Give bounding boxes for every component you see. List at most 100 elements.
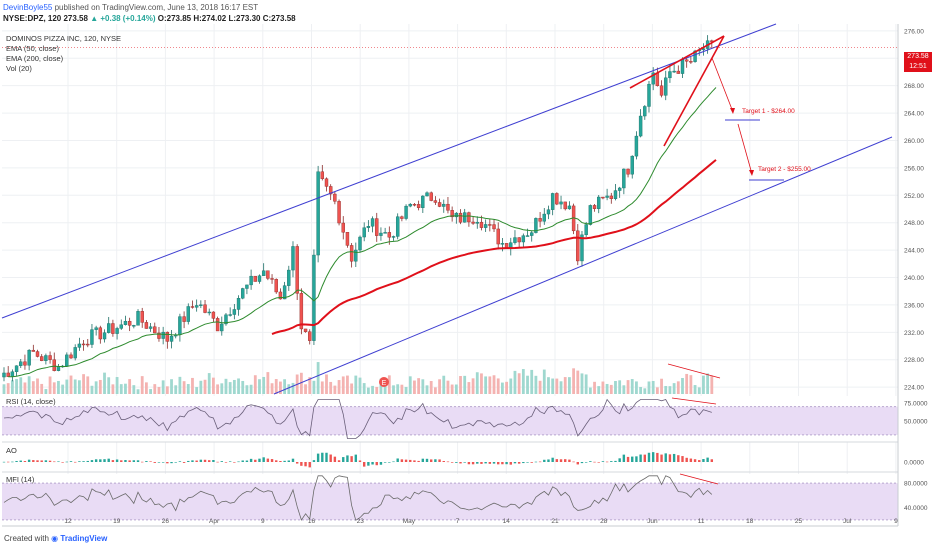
rsi-tick-label: 75.0000 bbox=[904, 401, 928, 408]
volume-bar bbox=[266, 372, 270, 394]
volume-bar bbox=[601, 381, 605, 394]
candle-body bbox=[56, 366, 61, 371]
volume-bar bbox=[161, 380, 165, 394]
time-tick-label: 9 bbox=[894, 518, 898, 525]
wedge-upper-line bbox=[629, 35, 725, 89]
ao-bar bbox=[2, 461, 6, 463]
volume-bar bbox=[270, 383, 274, 394]
ao-bar bbox=[321, 452, 324, 462]
candle-body bbox=[203, 304, 207, 313]
candle-body bbox=[500, 243, 505, 245]
volume-bar bbox=[467, 382, 471, 394]
ao-bar bbox=[601, 461, 605, 462]
volume-bar bbox=[44, 389, 48, 394]
earnings-marker-letter: E bbox=[382, 380, 387, 387]
mfi-pane bbox=[2, 473, 898, 527]
candle-body bbox=[270, 278, 274, 280]
candle-body bbox=[35, 351, 40, 357]
candle-body bbox=[534, 218, 538, 233]
ao-bar bbox=[383, 462, 387, 463]
ao-bar bbox=[639, 454, 642, 462]
volume-bar bbox=[94, 381, 98, 394]
ao-bar bbox=[74, 461, 77, 463]
candle-body bbox=[676, 70, 681, 74]
earnings-marker[interactable]: E bbox=[379, 377, 389, 387]
candle-body bbox=[630, 155, 634, 175]
volume-bar bbox=[31, 381, 35, 394]
ao-bar bbox=[467, 462, 471, 465]
price-axis[interactable]: 224.00 228.00 232.00 236.00 240.00 244.00 248.… bbox=[897, 24, 932, 526]
ao-bar bbox=[517, 462, 521, 464]
ao-bar bbox=[677, 455, 680, 462]
mfi-divergence-line bbox=[679, 473, 719, 485]
time-axis[interactable]: 12 19 26 Apr 9 16 23 May 7 14 21 28 Jun 11 18 25 Jul 9 bbox=[2, 518, 898, 527]
candle-body bbox=[316, 171, 320, 256]
volume-bar bbox=[52, 382, 56, 394]
ao-bar bbox=[48, 460, 52, 462]
candle-body bbox=[98, 327, 103, 340]
volume-bar bbox=[69, 375, 73, 394]
candle-body bbox=[395, 216, 400, 237]
volume-bar bbox=[132, 385, 136, 394]
ao-bar bbox=[605, 461, 609, 463]
ao-pane-label: AO bbox=[6, 446, 17, 455]
footer: Created with ◉ TradingView bbox=[4, 534, 107, 543]
time-tick-label: Jun bbox=[647, 518, 658, 525]
tradingview-logo-icon[interactable]: ◉ bbox=[51, 534, 59, 543]
time-tick-label: 21 bbox=[551, 518, 559, 525]
candle-body bbox=[287, 269, 291, 286]
time-tick-label: 26 bbox=[162, 518, 170, 525]
ema200-line bbox=[271, 159, 717, 336]
volume-bar bbox=[111, 384, 115, 394]
volume-bar bbox=[547, 377, 550, 394]
ao-bar bbox=[6, 461, 10, 463]
ao-bar bbox=[371, 462, 374, 465]
volume-bar bbox=[639, 386, 643, 394]
ao-bar bbox=[216, 461, 219, 463]
ao-bar bbox=[631, 456, 634, 462]
legend-main: DOMINOS PIZZA INC, 120, NYSE bbox=[6, 34, 122, 43]
volume-bar bbox=[710, 375, 714, 394]
ao-bar bbox=[11, 461, 14, 463]
ao-bar bbox=[484, 462, 487, 464]
ao-bar bbox=[497, 462, 500, 465]
volume-bar bbox=[287, 384, 291, 394]
candle-body bbox=[550, 193, 555, 210]
time-tick-label: 18 bbox=[746, 518, 754, 525]
footer-brand[interactable]: TradingView bbox=[60, 534, 108, 543]
ao-bar bbox=[647, 452, 651, 462]
legend-vol[interactable]: Vol (20) bbox=[6, 64, 32, 73]
volume-bar bbox=[526, 375, 529, 394]
volume-bar bbox=[530, 369, 534, 394]
ao-bar bbox=[442, 460, 445, 462]
target-2-arrowhead bbox=[749, 170, 754, 176]
ao-bar bbox=[681, 456, 684, 462]
candle-body bbox=[684, 59, 689, 62]
candle-body bbox=[73, 347, 77, 359]
ao-bar bbox=[199, 459, 203, 462]
volume-bar bbox=[366, 387, 370, 394]
volume-bar bbox=[555, 378, 559, 394]
ao-bar bbox=[476, 462, 479, 464]
publish-info: published on TradingView.com, June 13, 2… bbox=[54, 3, 259, 12]
candle-body bbox=[10, 371, 15, 377]
legend-ema50[interactable]: EMA (50, close) bbox=[6, 44, 59, 53]
volume-bar bbox=[203, 379, 207, 394]
volume-bar bbox=[580, 373, 584, 394]
candle-body bbox=[513, 237, 517, 243]
legend-ema200[interactable]: EMA (200, close) bbox=[6, 54, 64, 63]
author-link[interactable]: DevinBoyle55 bbox=[3, 3, 53, 12]
ao-bar bbox=[115, 459, 119, 462]
candle-body bbox=[86, 343, 90, 346]
target-2-arrow bbox=[737, 123, 753, 175]
channel-upper-line bbox=[1, 23, 777, 319]
volume-bar bbox=[36, 378, 39, 394]
volume-bar bbox=[165, 386, 169, 394]
ao-bar bbox=[153, 462, 156, 463]
candle-body bbox=[31, 349, 36, 352]
candle-body bbox=[492, 224, 496, 230]
ao-bar bbox=[304, 462, 307, 467]
price-tick-label: 252.00 bbox=[904, 193, 924, 200]
candle-body bbox=[664, 77, 668, 96]
